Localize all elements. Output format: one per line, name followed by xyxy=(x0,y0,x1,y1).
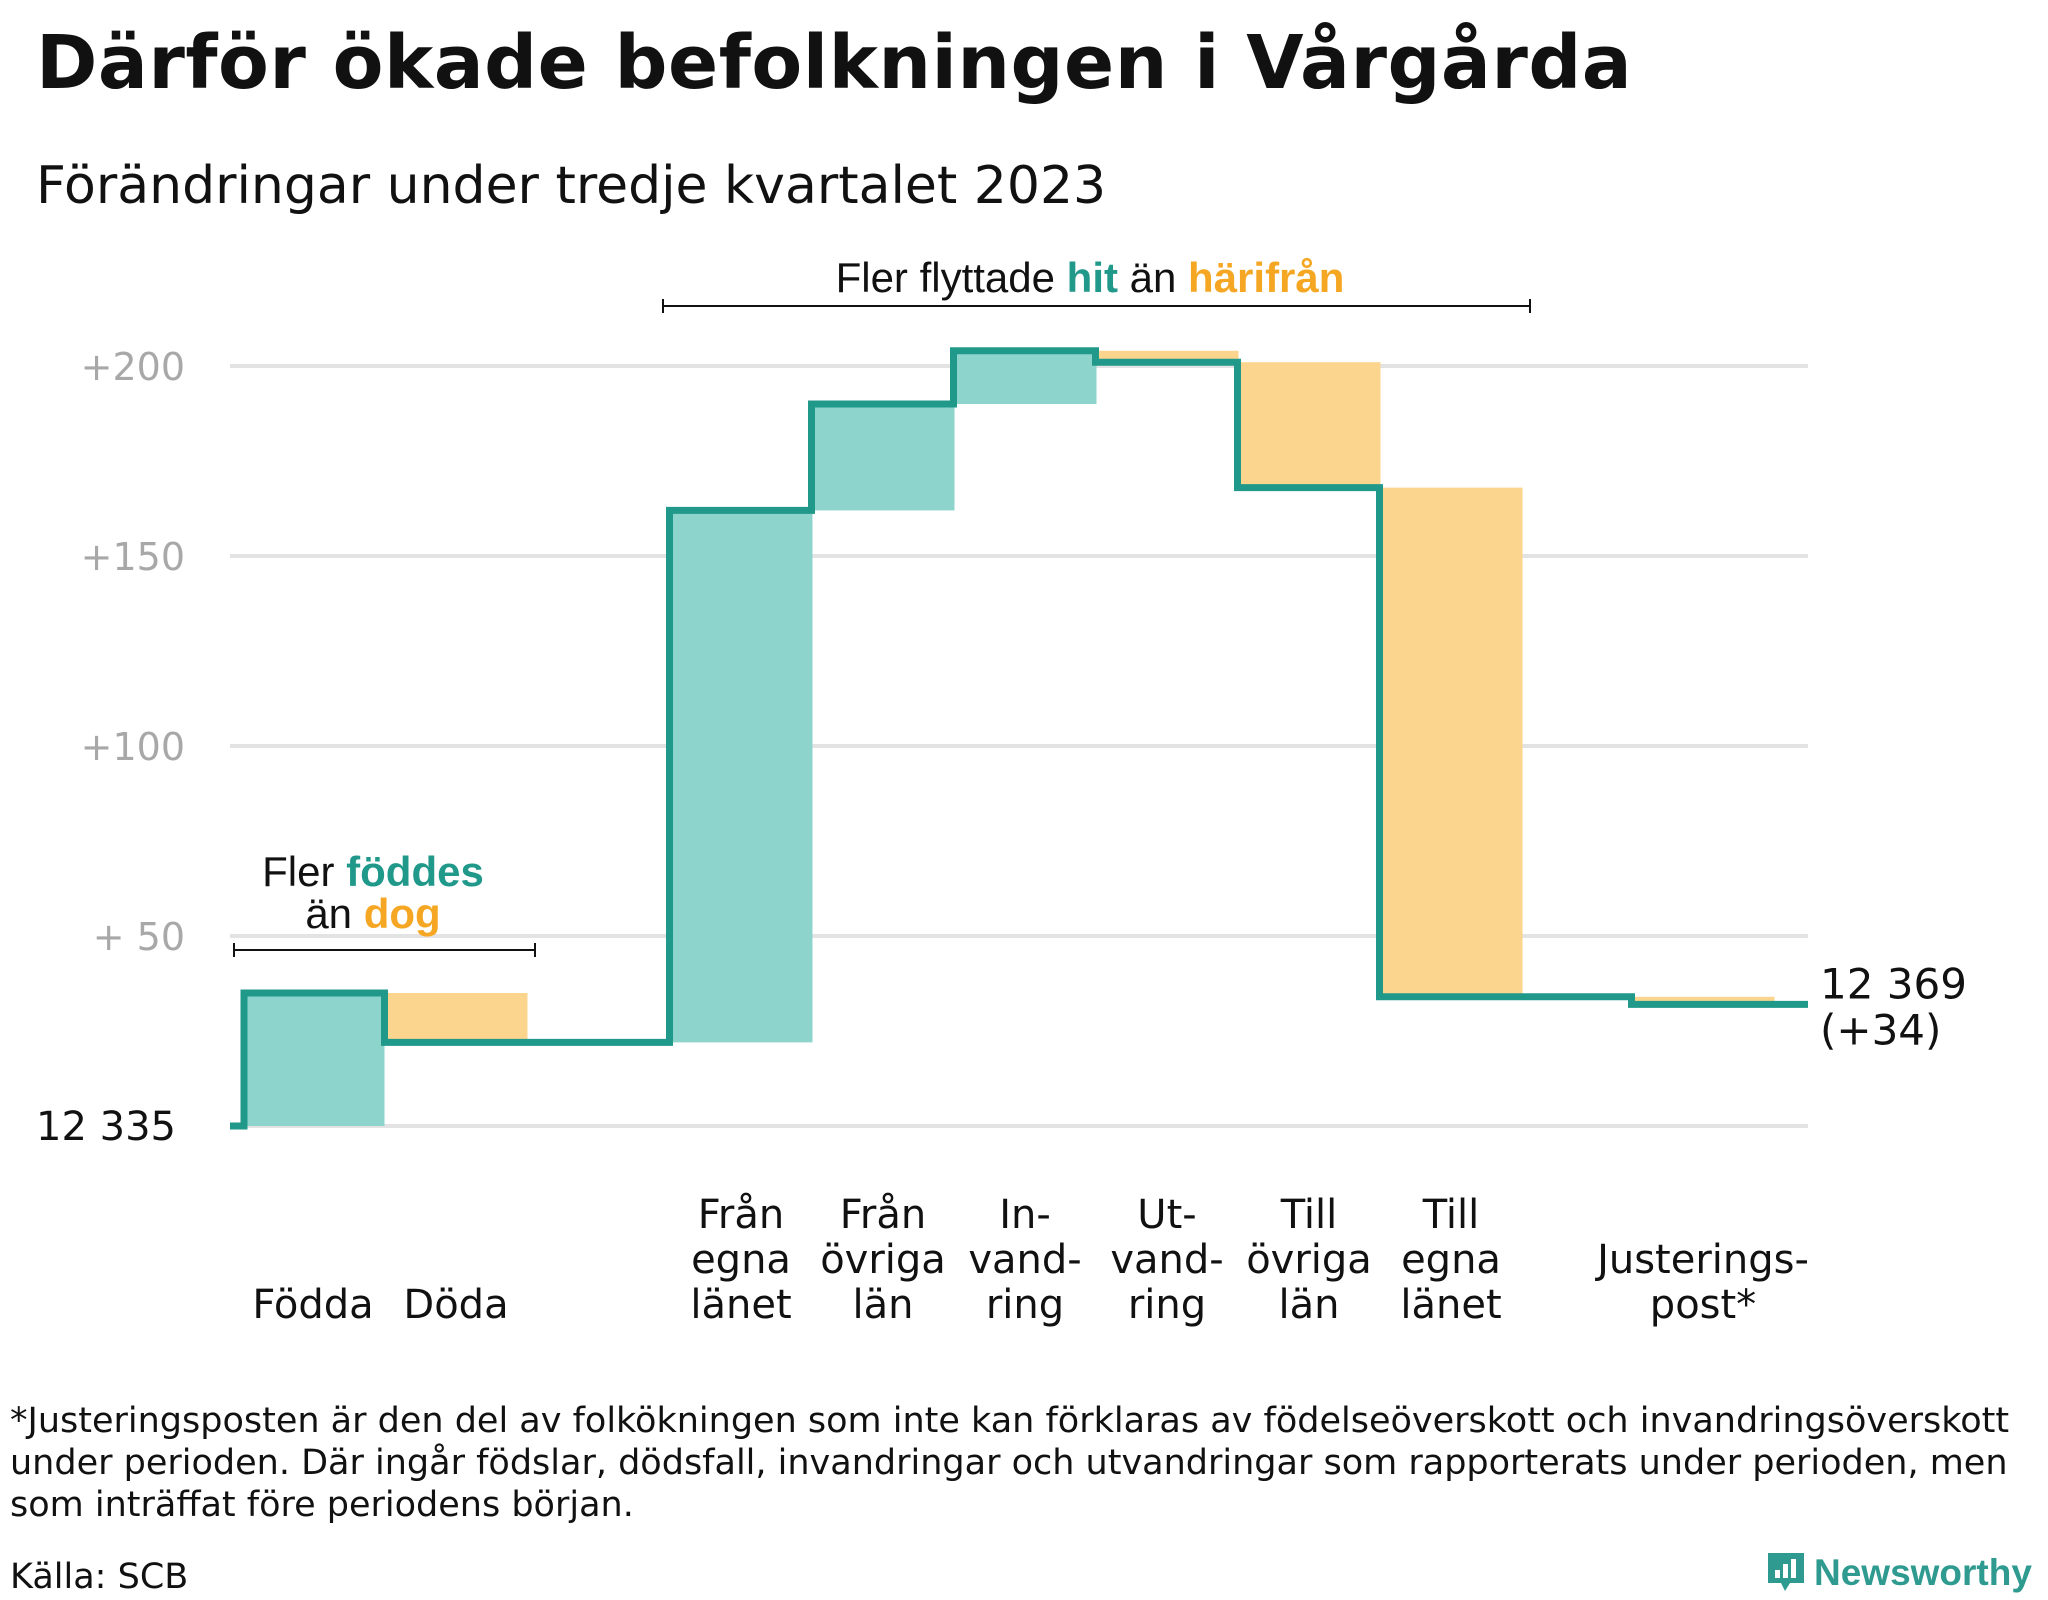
y-tick-label: +100 xyxy=(81,725,185,769)
waterfall-bar xyxy=(1095,350,1239,363)
y-tick-label: +200 xyxy=(81,345,185,389)
category-label: Ut- xyxy=(1137,1192,1196,1238)
annotation-segment: föddes xyxy=(346,848,484,895)
start-value-label: 12 335 xyxy=(36,1104,176,1150)
annotation-segment: hit xyxy=(1067,254,1118,301)
waterfall-bar xyxy=(953,350,1097,404)
annotation-text: Fler föddes xyxy=(262,848,484,895)
annotation-segment: Fler flyttade xyxy=(836,254,1067,301)
waterfall-bar xyxy=(241,993,385,1126)
category-label: egna xyxy=(1401,1237,1501,1283)
source-label: Källa: SCB xyxy=(10,1557,189,1597)
annotation-text: än dog xyxy=(305,890,440,937)
cumulative-line xyxy=(230,347,1808,1130)
category-label: vand- xyxy=(1110,1237,1223,1283)
annotation-segment: Fler xyxy=(262,848,346,895)
chart-title: Därför ökade befolkningen i Vårgårda xyxy=(36,20,1633,106)
waterfall-bars xyxy=(241,350,1775,1126)
category-label: länet xyxy=(690,1282,791,1328)
category-label: Födda xyxy=(252,1282,373,1328)
category-label: länet xyxy=(1400,1282,1501,1328)
annotation-segment: härifrån xyxy=(1188,254,1344,301)
category-label: Döda xyxy=(403,1282,508,1328)
cumulative-step-line xyxy=(230,347,1808,1130)
end-value-label: 12 369 xyxy=(1820,959,1967,1008)
brand-logo[interactable]: Newsworthy xyxy=(1766,1551,2032,1595)
end-change-label: (+34) xyxy=(1820,1005,1941,1054)
axis-labels: + 50 +100 +150 +200 12 335 12 369(+34) Födda Dö… xyxy=(36,345,1967,1328)
y-tick-label: + 50 xyxy=(93,915,185,959)
gridlines xyxy=(230,364,1808,1128)
annotation-segment: än xyxy=(1118,254,1188,301)
waterfall-chart: + 50 +100 +150 +200 12 335 12 369(+34) Födda Dö… xyxy=(36,254,1967,1328)
category-label: Från xyxy=(840,1192,926,1238)
category-label: Justerings- xyxy=(1594,1237,1809,1283)
waterfall-bar xyxy=(1237,362,1381,488)
waterfall-bar xyxy=(669,510,813,1043)
annotation-segment: dog xyxy=(364,890,441,937)
newsworthy-logo-icon xyxy=(1768,1553,1804,1591)
waterfall-bar xyxy=(384,993,528,1043)
chart-subtitle: Förändringar under tredje kvartalet 2023 xyxy=(36,156,1107,216)
category-label: Till xyxy=(1280,1192,1338,1238)
brand-name: Newsworthy xyxy=(1814,1552,2032,1593)
category-label: In- xyxy=(999,1192,1051,1238)
y-tick-label: +150 xyxy=(81,535,185,579)
category-label: post* xyxy=(1650,1282,1756,1328)
category-label: vand- xyxy=(968,1237,1081,1283)
waterfall-bar xyxy=(1379,487,1523,997)
category-label: Till xyxy=(1422,1192,1480,1238)
category-label: övriga xyxy=(1246,1237,1372,1283)
category-label: Från xyxy=(698,1192,784,1238)
waterfall-bar xyxy=(811,404,955,511)
category-label: län xyxy=(1279,1282,1340,1328)
category-label: ring xyxy=(986,1282,1064,1328)
annotation-text: Fler flyttade hit än härifrån xyxy=(836,254,1345,301)
category-label: län xyxy=(853,1282,914,1328)
category-label: övriga xyxy=(820,1237,946,1283)
category-label: egna xyxy=(691,1237,791,1283)
footnote: *Justeringsposten är den del av folkökni… xyxy=(10,1401,2010,1525)
annotation-segment: än xyxy=(305,890,363,937)
waterfall-bar xyxy=(1631,996,1775,1005)
category-label: ring xyxy=(1128,1282,1206,1328)
